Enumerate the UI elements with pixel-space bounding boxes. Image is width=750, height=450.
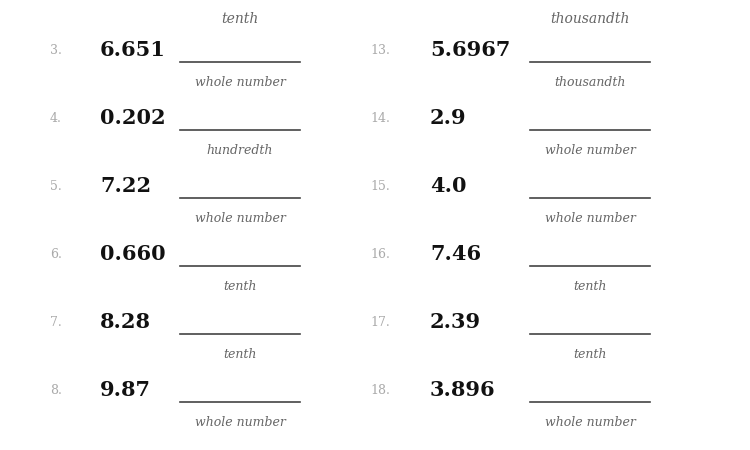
Text: tenth: tenth	[221, 12, 259, 26]
Text: 4.: 4.	[50, 112, 62, 125]
Text: whole number: whole number	[194, 76, 286, 89]
Text: whole number: whole number	[194, 212, 286, 225]
Text: 8.28: 8.28	[100, 312, 151, 332]
Text: tenth: tenth	[573, 280, 607, 293]
Text: 7.: 7.	[50, 315, 62, 328]
Text: 5.: 5.	[50, 180, 62, 193]
Text: 3.: 3.	[50, 44, 62, 57]
Text: thousandth: thousandth	[550, 12, 630, 26]
Text: 16.: 16.	[370, 248, 390, 261]
Text: thousandth: thousandth	[554, 76, 626, 89]
Text: 2.39: 2.39	[430, 312, 482, 332]
Text: 14.: 14.	[370, 112, 390, 125]
Text: 17.: 17.	[370, 315, 390, 328]
Text: 6.651: 6.651	[100, 40, 166, 60]
Text: 7.22: 7.22	[100, 176, 151, 196]
Text: whole number: whole number	[544, 212, 635, 225]
Text: 5.6967: 5.6967	[430, 40, 510, 60]
Text: whole number: whole number	[544, 144, 635, 157]
Text: 7.46: 7.46	[430, 244, 482, 264]
Text: 4.0: 4.0	[430, 176, 466, 196]
Text: tenth: tenth	[224, 348, 256, 361]
Text: 2.9: 2.9	[430, 108, 466, 128]
Text: 15.: 15.	[370, 180, 390, 193]
Text: 18.: 18.	[370, 383, 390, 396]
Text: tenth: tenth	[573, 348, 607, 361]
Text: whole number: whole number	[194, 416, 286, 429]
Text: 3.896: 3.896	[430, 380, 496, 400]
Text: 0.202: 0.202	[100, 108, 166, 128]
Text: 6.: 6.	[50, 248, 62, 261]
Text: hundredth: hundredth	[207, 144, 273, 157]
Text: 9.87: 9.87	[100, 380, 151, 400]
Text: tenth: tenth	[224, 280, 256, 293]
Text: 8.: 8.	[50, 383, 62, 396]
Text: 0.660: 0.660	[100, 244, 166, 264]
Text: whole number: whole number	[544, 416, 635, 429]
Text: 13.: 13.	[370, 44, 390, 57]
